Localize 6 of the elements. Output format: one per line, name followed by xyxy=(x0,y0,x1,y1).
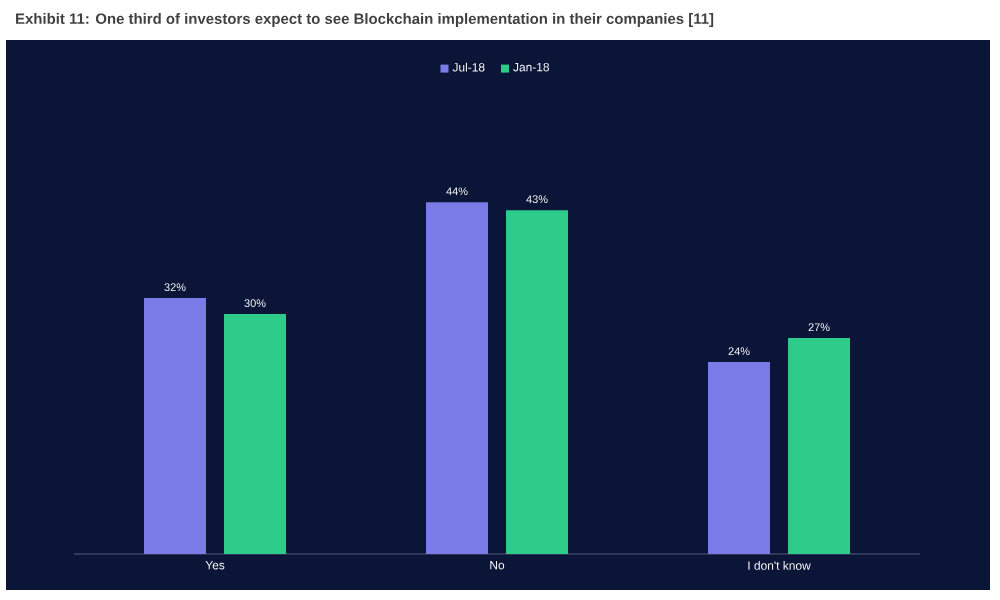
bar xyxy=(708,362,771,554)
bar xyxy=(426,202,489,554)
bar xyxy=(788,338,851,554)
bar xyxy=(224,314,287,554)
bar xyxy=(144,298,207,554)
bar xyxy=(506,210,569,554)
